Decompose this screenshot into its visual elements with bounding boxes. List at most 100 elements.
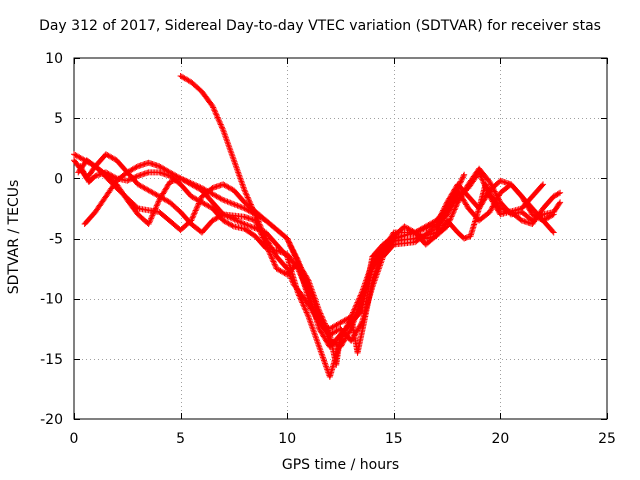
series-track-2 bbox=[75, 157, 547, 344]
data-point bbox=[354, 299, 361, 306]
data-point bbox=[82, 172, 89, 179]
data-point bbox=[479, 177, 486, 184]
data-point bbox=[326, 330, 333, 337]
data-point bbox=[285, 268, 292, 275]
data-point bbox=[227, 148, 234, 155]
data-point bbox=[483, 184, 490, 191]
data-point bbox=[236, 172, 243, 179]
data-point bbox=[243, 191, 250, 198]
data-point bbox=[307, 318, 314, 325]
data-point bbox=[287, 242, 294, 249]
data-point bbox=[260, 231, 267, 238]
data-point bbox=[423, 224, 430, 231]
data-point bbox=[301, 279, 308, 286]
data-point bbox=[231, 216, 238, 223]
data-point bbox=[557, 199, 564, 206]
data-point bbox=[231, 201, 238, 208]
data-point bbox=[247, 201, 254, 208]
data-point bbox=[302, 306, 309, 313]
data-point bbox=[304, 312, 311, 319]
data-point bbox=[227, 146, 234, 153]
data-point bbox=[155, 198, 162, 205]
data-point bbox=[459, 174, 466, 181]
data-point bbox=[298, 274, 305, 281]
data-point bbox=[284, 265, 291, 272]
data-point bbox=[242, 190, 249, 197]
data-point bbox=[253, 214, 260, 221]
data-point bbox=[350, 308, 357, 315]
data-point bbox=[80, 169, 87, 176]
data-point bbox=[125, 177, 132, 184]
data-point bbox=[316, 345, 323, 352]
data-point bbox=[212, 110, 219, 117]
data-point bbox=[228, 215, 235, 222]
data-point bbox=[228, 151, 235, 158]
data-point bbox=[130, 174, 137, 181]
data-point bbox=[318, 351, 325, 358]
data-point bbox=[355, 296, 362, 303]
data-point bbox=[357, 308, 364, 315]
data-point bbox=[146, 218, 153, 225]
data-point bbox=[132, 174, 139, 181]
data-point bbox=[288, 245, 295, 252]
data-point bbox=[244, 193, 251, 200]
data-point bbox=[438, 211, 445, 218]
data-point bbox=[242, 188, 249, 195]
data-point bbox=[238, 219, 245, 226]
data-point bbox=[285, 238, 292, 245]
data-point bbox=[494, 193, 501, 200]
data-point bbox=[314, 339, 321, 346]
data-point bbox=[427, 223, 434, 230]
data-point bbox=[260, 229, 267, 236]
axis-ticks: 0 5 10 15 20 25 -20 -15 -10 -5 0 5 10 bbox=[40, 51, 616, 447]
data-point bbox=[81, 171, 88, 178]
data-point bbox=[434, 218, 441, 225]
data-point bbox=[429, 222, 436, 229]
data-point bbox=[234, 202, 241, 209]
data-point bbox=[303, 309, 310, 316]
data-point bbox=[312, 333, 319, 340]
data-point bbox=[487, 180, 494, 187]
plot-frame bbox=[73, 57, 608, 420]
y-tick-label: 0 bbox=[54, 171, 63, 187]
data-point bbox=[235, 170, 242, 177]
chart-title: Day 312 of 2017, Sidereal Day-to-day VTE… bbox=[39, 18, 601, 34]
data-point bbox=[352, 303, 359, 310]
data-point bbox=[271, 261, 278, 268]
data-point bbox=[155, 199, 162, 206]
data-point bbox=[304, 288, 311, 295]
data-point bbox=[322, 361, 329, 368]
data-point bbox=[350, 309, 357, 316]
data-point bbox=[235, 203, 242, 210]
data-point bbox=[245, 222, 252, 229]
data-point bbox=[221, 131, 228, 138]
data-point bbox=[257, 224, 264, 231]
data-point bbox=[77, 163, 84, 170]
data-point bbox=[319, 314, 326, 321]
data-point bbox=[492, 189, 499, 196]
data-point bbox=[430, 222, 437, 229]
data-point bbox=[224, 139, 231, 146]
data-point bbox=[320, 357, 327, 364]
y-tick-label: -10 bbox=[40, 292, 63, 308]
data-point bbox=[190, 213, 197, 220]
data-point bbox=[237, 203, 244, 210]
data-point bbox=[252, 211, 259, 218]
data-point bbox=[452, 205, 459, 212]
data-point bbox=[310, 328, 317, 335]
x-tick-label: 20 bbox=[491, 431, 509, 447]
data-point bbox=[83, 175, 90, 182]
data-point bbox=[129, 175, 136, 182]
data-point bbox=[224, 198, 231, 205]
data-point bbox=[221, 197, 228, 204]
data-point bbox=[299, 275, 306, 282]
data-point bbox=[318, 311, 325, 318]
data-point bbox=[250, 224, 257, 231]
data-point bbox=[218, 122, 225, 129]
data-point bbox=[550, 211, 557, 218]
data-point bbox=[192, 207, 199, 214]
data-point bbox=[314, 337, 321, 344]
data-point bbox=[191, 210, 198, 217]
data-point bbox=[287, 274, 294, 281]
data-point bbox=[309, 325, 316, 332]
